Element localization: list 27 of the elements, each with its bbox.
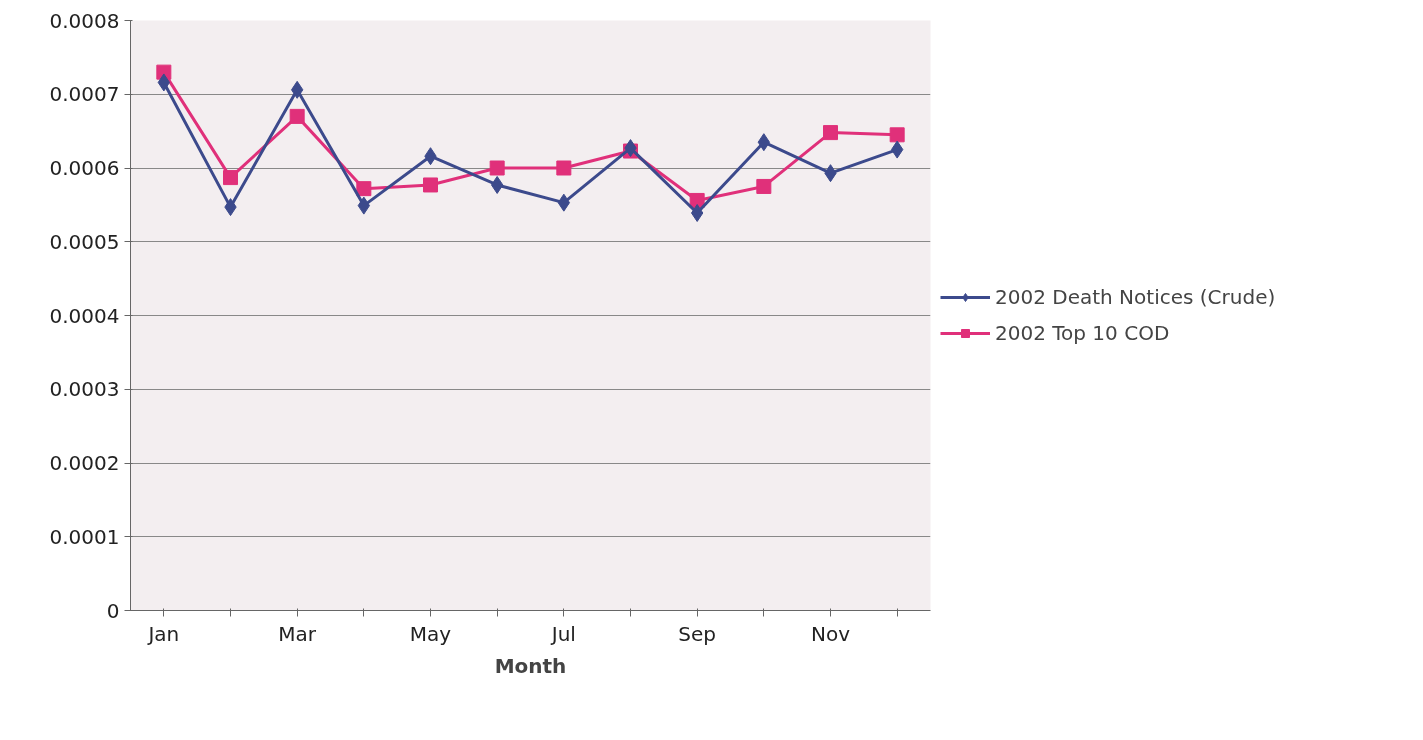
point bbox=[489, 160, 505, 176]
point bbox=[223, 170, 238, 186]
point bbox=[289, 108, 305, 124]
legend-label: 2002 Top 10 COD bbox=[995, 321, 1170, 345]
point bbox=[823, 125, 838, 141]
x-tick-label: May bbox=[409, 621, 452, 646]
point bbox=[889, 127, 905, 143]
y-tick-label: 0.0003 bbox=[49, 377, 120, 402]
point bbox=[756, 178, 772, 194]
y-tick-label: 0.0006 bbox=[49, 156, 120, 180]
x-tick-label: Jan bbox=[146, 621, 180, 646]
legend-label: 2002 Death Notices (Crude) bbox=[995, 285, 1276, 309]
x-axis-title: Month bbox=[494, 653, 567, 678]
x-tick-label: Mar bbox=[278, 621, 317, 646]
point bbox=[423, 177, 438, 193]
y-tick-label: 0 bbox=[106, 598, 120, 623]
y-tick-label: 0.0002 bbox=[49, 451, 120, 475]
point bbox=[356, 181, 372, 197]
y-tick-label: 0.0001 bbox=[49, 524, 120, 549]
point bbox=[556, 160, 572, 176]
x-tick-label: Sep bbox=[678, 621, 717, 646]
y-tick-label: 0.0008 bbox=[49, 8, 120, 33]
y-tick-label: 0.0005 bbox=[49, 229, 120, 254]
y-tick-label: 0.0004 bbox=[49, 303, 120, 328]
y-tick-label: 0.0007 bbox=[49, 82, 120, 107]
x-tick-label: Nov bbox=[810, 621, 851, 646]
x-tick-label: Jul bbox=[549, 621, 576, 646]
